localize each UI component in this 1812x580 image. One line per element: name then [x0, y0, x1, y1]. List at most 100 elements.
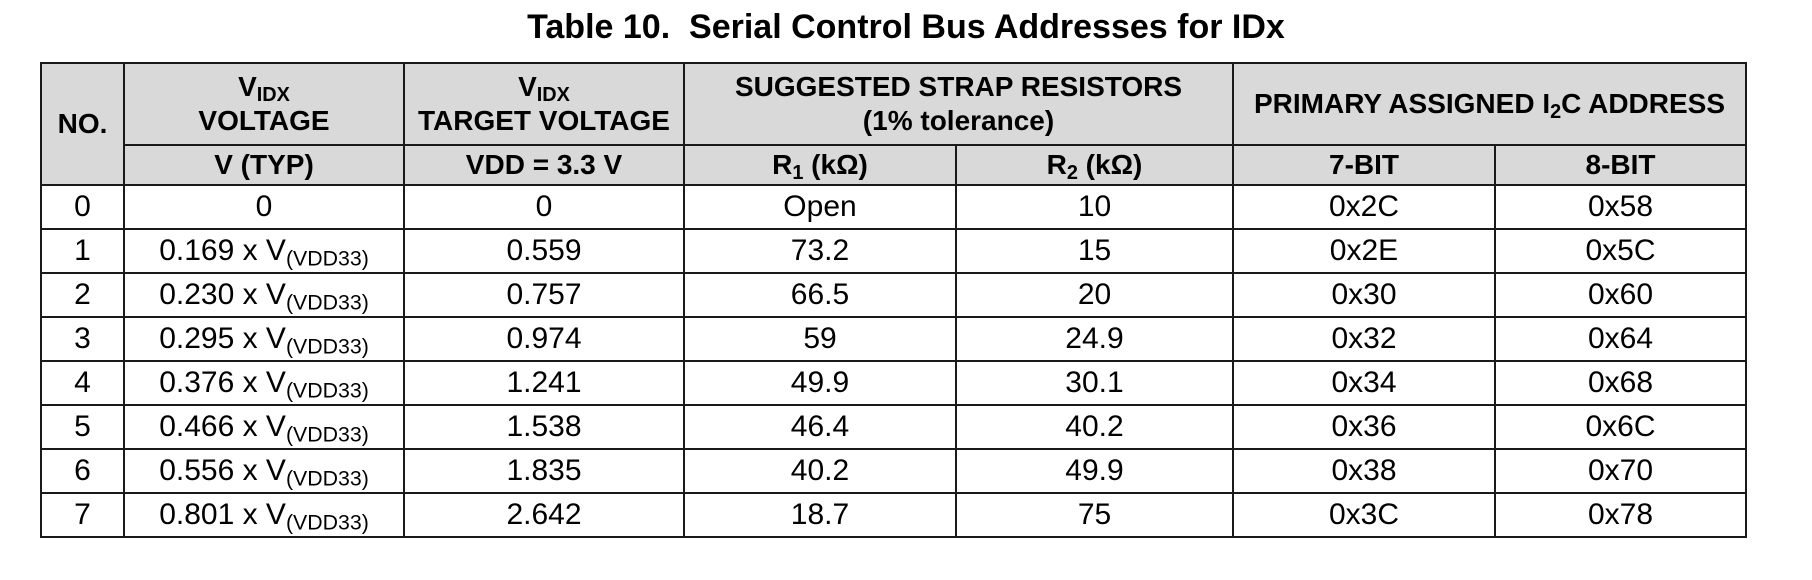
- cell-voltage: 0.230 x V(VDD33): [123, 272, 405, 318]
- r1-subscript: 1: [792, 161, 804, 184]
- table-row: 6 0.556 x V(VDD33) 1.835 40.2 49.9 0x38 …: [40, 448, 1748, 494]
- header-vidx-voltage-line2: VOLTAGE: [198, 105, 330, 136]
- header-7bit: 7-BIT: [1232, 144, 1496, 186]
- cell-voltage: 0.376 x V(VDD33): [123, 360, 405, 406]
- table-row: 5 0.466 x V(VDD33) 1.538 46.4 40.2 0x36 …: [40, 404, 1748, 450]
- cell-addr-7bit: 0x2C: [1232, 184, 1496, 230]
- vidx-base: V: [518, 70, 537, 102]
- r1-base: R: [772, 148, 793, 180]
- voltage-subscript: (VDD33): [285, 510, 369, 535]
- cell-r2: 40.2: [955, 404, 1234, 450]
- voltage-value: 0.230 x V: [159, 278, 286, 311]
- r1-unit: (kΩ): [803, 148, 868, 180]
- cell-no: 5: [40, 404, 125, 450]
- r2-unit: (kΩ): [1077, 148, 1143, 180]
- header-vidx-target-line1: VIDX: [409, 70, 679, 106]
- voltage-value: 0.376 x V: [159, 366, 286, 399]
- strap-group-line1: SUGGESTED STRAP RESISTORS: [734, 70, 1183, 102]
- cell-voltage: 0: [123, 184, 405, 230]
- cell-addr-8bit: 0x70: [1493, 448, 1748, 494]
- cell-no: 2: [40, 272, 125, 318]
- cell-target-voltage: 0.974: [403, 316, 685, 362]
- table-header: NO. VIDX VOLTAGE VIDX TARGET VOLTAGE SUG…: [40, 62, 1748, 186]
- cell-r1: 18.7: [683, 492, 957, 538]
- r2-subscript: 2: [1066, 161, 1078, 184]
- header-8bit: 8-BIT: [1493, 144, 1748, 186]
- vidx-base: V: [238, 70, 257, 102]
- cell-target-voltage: 1.538: [403, 404, 685, 450]
- cell-addr-7bit: 0x2E: [1232, 228, 1496, 274]
- cell-target-voltage: 1.241: [403, 360, 685, 406]
- header-no: NO.: [40, 62, 125, 186]
- header-vidx-target-line2: TARGET VOLTAGE: [418, 105, 670, 136]
- r2-base: R: [1046, 148, 1067, 180]
- header-strap-resistors-group: SUGGESTED STRAP RESISTORS (1% tolerance): [683, 62, 1234, 146]
- table-row: 0 0 0 Open 10 0x2C 0x58: [40, 184, 1748, 230]
- voltage-value: 0.169 x V: [159, 234, 286, 267]
- cell-addr-8bit: 0x58: [1493, 184, 1748, 230]
- cell-no: 3: [40, 316, 125, 362]
- header-vidx-target-voltage: VIDX TARGET VOLTAGE: [403, 62, 685, 146]
- cell-r1: 73.2: [683, 228, 957, 274]
- header-row-units: V (TYP) VDD = 3.3 V R1 (kΩ) R2 (kΩ) 7-BI…: [41, 144, 1748, 186]
- table-body: 0 0 0 Open 10 0x2C 0x58 1 0.169 x V(VDD3…: [40, 184, 1748, 538]
- cell-addr-8bit: 0x68: [1493, 360, 1748, 406]
- cell-addr-7bit: 0x3C: [1232, 492, 1496, 538]
- cell-r2: 24.9: [955, 316, 1234, 362]
- voltage-subscript: (VDD33): [285, 466, 369, 491]
- table-title: Table 10. Serial Control Bus Addresses f…: [527, 8, 1285, 46]
- cell-voltage: 0.169 x V(VDD33): [123, 228, 405, 274]
- cell-no: 7: [40, 492, 125, 538]
- cell-r2: 20: [955, 272, 1234, 318]
- voltage-value: 0.556 x V: [159, 454, 286, 487]
- cell-addr-7bit: 0x38: [1232, 448, 1496, 494]
- cell-no: 0: [40, 184, 125, 230]
- header-vidx-voltage: VIDX VOLTAGE: [123, 62, 405, 146]
- cell-no: 1: [40, 228, 125, 274]
- cell-voltage: 0.295 x V(VDD33): [123, 316, 405, 362]
- cell-addr-7bit: 0x32: [1232, 316, 1496, 362]
- voltage-subscript: (VDD33): [285, 290, 369, 315]
- header-r1: R1 (kΩ): [683, 144, 957, 186]
- table-row: 4 0.376 x V(VDD33) 1.241 49.9 30.1 0x34 …: [40, 360, 1748, 406]
- voltage-subscript: (VDD33): [285, 334, 369, 359]
- vidx-subscript: IDX: [536, 83, 570, 106]
- cell-target-voltage: 0: [403, 184, 685, 230]
- cell-r1: 66.5: [683, 272, 957, 318]
- cell-addr-8bit: 0x64: [1493, 316, 1748, 362]
- header-row-group: NO. VIDX VOLTAGE VIDX TARGET VOLTAGE SUG…: [40, 62, 1748, 186]
- table-row: 2 0.230 x V(VDD33) 0.757 66.5 20 0x30 0x…: [40, 272, 1748, 318]
- cell-no: 4: [40, 360, 125, 406]
- header-target-unit: VDD = 3.3 V: [403, 144, 685, 186]
- table-row: 1 0.169 x V(VDD33) 0.559 73.2 15 0x2E 0x…: [40, 228, 1748, 274]
- cell-addr-8bit: 0x78: [1493, 492, 1748, 538]
- cell-r1: 49.9: [683, 360, 957, 406]
- cell-addr-8bit: 0x5C: [1493, 228, 1748, 274]
- cell-target-voltage: 2.642: [403, 492, 685, 538]
- cell-addr-7bit: 0x34: [1232, 360, 1496, 406]
- cell-r2: 75: [955, 492, 1234, 538]
- cell-voltage: 0.556 x V(VDD33): [123, 448, 405, 494]
- header-vidx-voltage-line1: VIDX: [129, 70, 399, 106]
- table-row: 7 0.801 x V(VDD33) 2.642 18.7 75 0x3C 0x…: [40, 492, 1748, 538]
- cell-r2: 49.9: [955, 448, 1234, 494]
- strap-group-line2: (1% tolerance): [862, 105, 1055, 136]
- i2c-suffix: C ADDRESS: [1561, 87, 1726, 119]
- vidx-subscript: IDX: [256, 83, 290, 106]
- cell-r1: 46.4: [683, 404, 957, 450]
- voltage-subscript: (VDD33): [285, 246, 369, 271]
- i2c-prefix: PRIMARY ASSIGNED I: [1253, 87, 1551, 119]
- cell-addr-8bit: 0x6C: [1493, 404, 1748, 450]
- voltage-subscript: (VDD33): [285, 378, 369, 403]
- cell-voltage: 0.466 x V(VDD33): [123, 404, 405, 450]
- i2c-subscript: 2: [1550, 100, 1562, 123]
- header-i2c-address-group: PRIMARY ASSIGNED I2C ADDRESS: [1231, 62, 1748, 146]
- cell-r1: Open: [683, 184, 957, 230]
- voltage-value: 0.801 x V: [159, 498, 286, 531]
- table-row: 3 0.295 x V(VDD33) 0.974 59 24.9 0x32 0x…: [40, 316, 1748, 362]
- header-r2: R2 (kΩ): [955, 144, 1234, 186]
- cell-r1: 59: [683, 316, 957, 362]
- voltage-subscript: (VDD33): [285, 422, 369, 447]
- voltage-value: 0: [255, 190, 273, 223]
